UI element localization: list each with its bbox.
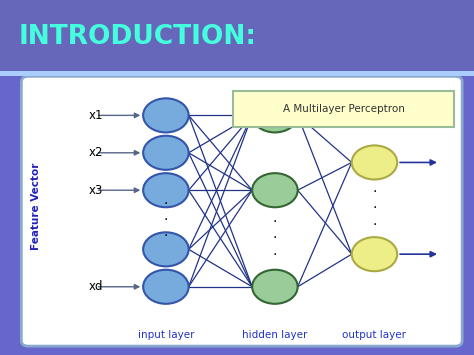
Text: ·
·
·: · · · <box>273 215 277 262</box>
Text: A Multilayer Perceptron: A Multilayer Perceptron <box>283 104 405 114</box>
Text: INTRODUCTION:: INTRODUCTION: <box>19 24 257 50</box>
Text: ·
·
·: · · · <box>164 197 168 243</box>
FancyBboxPatch shape <box>0 71 474 76</box>
Circle shape <box>352 146 397 180</box>
Text: xd: xd <box>89 280 103 293</box>
Circle shape <box>143 136 189 170</box>
Text: hidden layer: hidden layer <box>242 331 308 340</box>
Text: input layer: input layer <box>137 331 194 340</box>
Circle shape <box>143 270 189 304</box>
Circle shape <box>352 237 397 271</box>
FancyBboxPatch shape <box>21 76 462 346</box>
Circle shape <box>252 270 298 304</box>
Text: x2: x2 <box>89 146 103 159</box>
Circle shape <box>143 98 189 132</box>
FancyBboxPatch shape <box>233 91 454 127</box>
Text: x1: x1 <box>89 109 103 122</box>
Circle shape <box>143 232 189 266</box>
Text: x3: x3 <box>89 184 103 197</box>
Circle shape <box>252 173 298 207</box>
Circle shape <box>252 98 298 132</box>
Text: output layer: output layer <box>342 331 407 340</box>
Circle shape <box>143 173 189 207</box>
Text: ·
·
·: · · · <box>372 185 377 231</box>
Text: Feature Vector: Feature Vector <box>30 162 41 250</box>
FancyBboxPatch shape <box>0 0 474 71</box>
